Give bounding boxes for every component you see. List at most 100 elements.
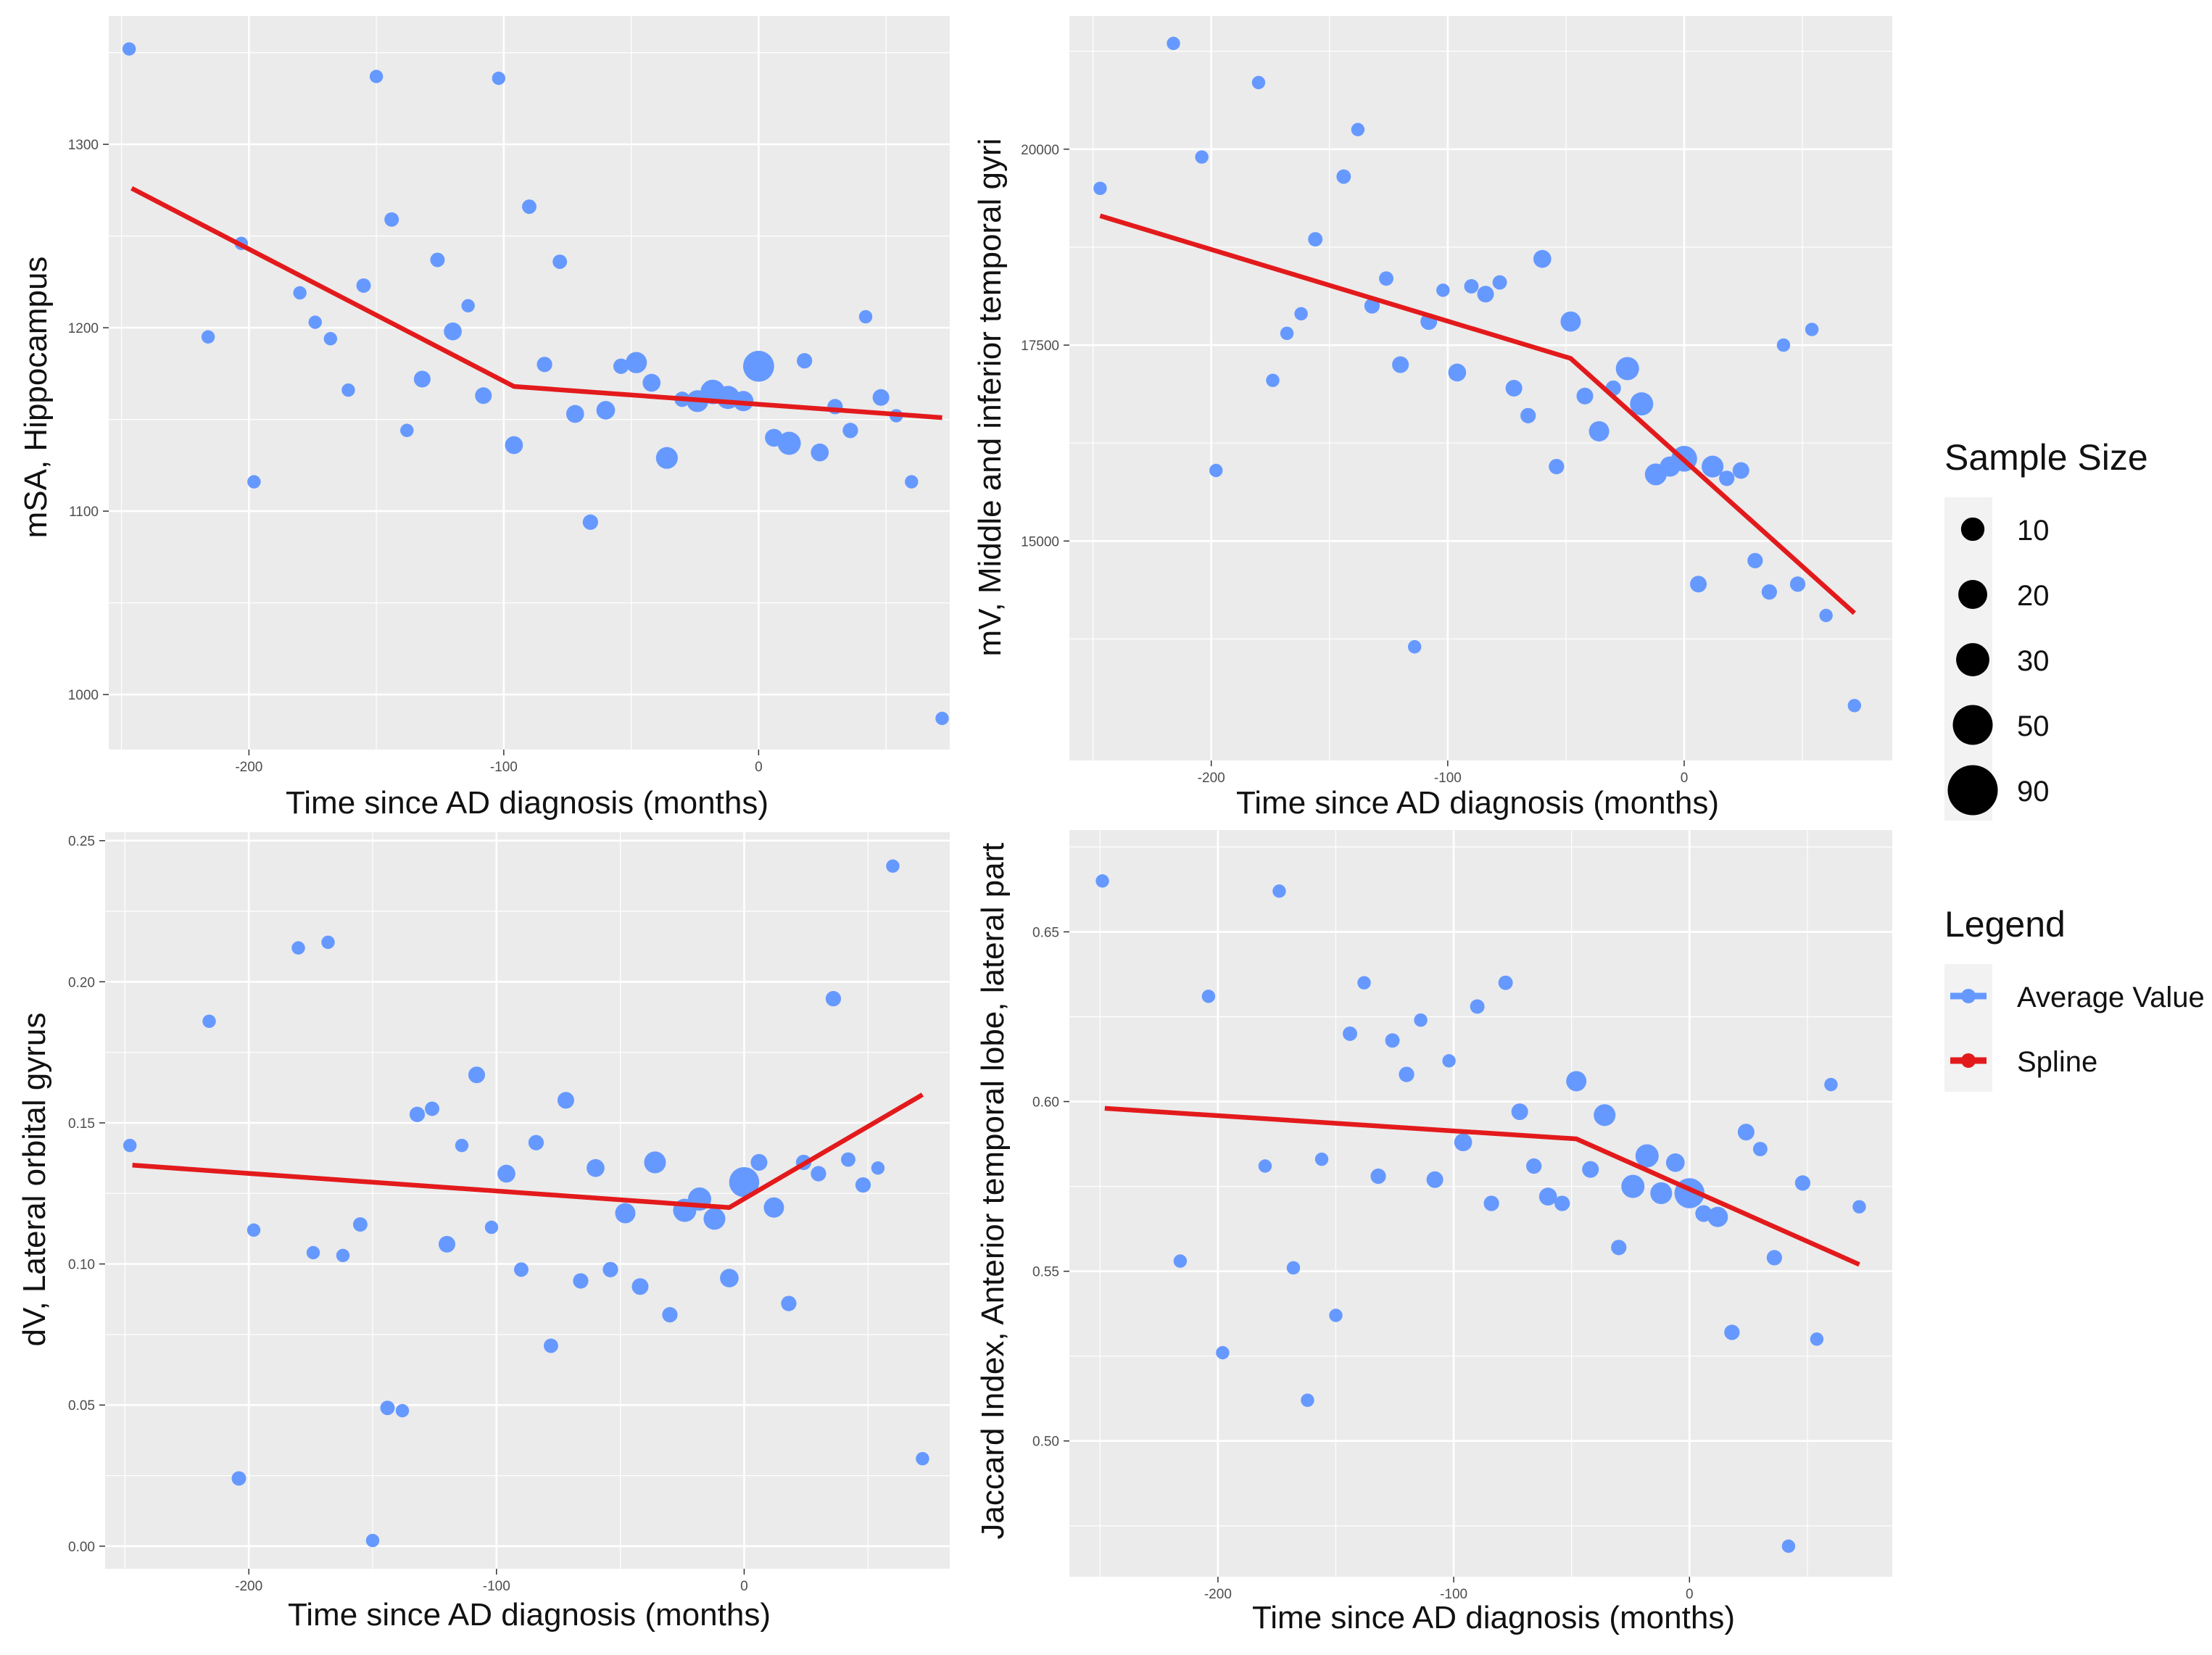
data-point — [587, 1158, 605, 1177]
y-tick-label: 1200 — [68, 321, 99, 336]
spline-line — [1104, 1106, 1860, 1267]
data-point — [729, 1166, 760, 1198]
panel-orbital-gyrus: -200 -100 0 0.00 0.05 0.10 0.15 0.20 0.25 Time si… — [17, 832, 950, 1633]
x-tick-label: -100 — [483, 1579, 510, 1594]
data-point — [1464, 279, 1479, 294]
data-point — [514, 1262, 529, 1277]
data-point — [1752, 1142, 1768, 1157]
data-point — [842, 423, 858, 439]
data-point — [1280, 326, 1294, 341]
data-point — [811, 1166, 827, 1182]
data-point — [122, 42, 136, 56]
y-tick-label: 0.60 — [1032, 1095, 1059, 1111]
data-point — [642, 373, 661, 392]
plot-background — [1069, 16, 1892, 760]
panel-anterior-temporal: -200 -100 0 0.50 0.55 0.60 0.65 Time since AD d… — [975, 830, 1892, 1635]
x-tick-label: -100 — [490, 760, 518, 775]
x-tick-label: 0 — [740, 1579, 748, 1594]
color-legend-title: Legend — [1944, 904, 2066, 945]
data-point — [1407, 640, 1422, 654]
panel-temporal-gyri: -200 -100 0 15000 17500 20000 Time since AD di… — [972, 16, 1892, 821]
data-point — [1690, 576, 1707, 593]
data-point — [1201, 990, 1216, 1003]
y-tick-label: 1300 — [68, 138, 99, 153]
data-point — [1554, 1195, 1570, 1211]
data-point — [413, 370, 431, 388]
data-point — [1426, 1171, 1443, 1188]
data-point — [1436, 283, 1450, 297]
gridlines — [1069, 16, 1892, 760]
data-point — [552, 254, 568, 269]
x-axis-title: Time since AD diagnosis (months) — [1236, 785, 1719, 821]
data-point — [537, 357, 552, 373]
data-point — [797, 353, 813, 369]
data-point — [1370, 1168, 1386, 1185]
x-tick-label: 0 — [755, 760, 763, 775]
data-point — [323, 332, 338, 346]
legend-item-spline: Spline — [1950, 1046, 2097, 1078]
y-tick-label: 0.10 — [68, 1258, 95, 1273]
data-point — [1520, 407, 1536, 423]
data-point — [1805, 323, 1819, 336]
data-point — [308, 315, 322, 329]
y-tick-label: 0.55 — [1032, 1265, 1059, 1280]
data-point — [1336, 169, 1351, 184]
x-tick-label: -200 — [1204, 1587, 1232, 1602]
data-point — [1195, 150, 1209, 164]
x-tick-label: 0 — [1681, 771, 1689, 786]
data-point — [655, 447, 678, 469]
data-point — [1392, 356, 1409, 373]
y-tick-label: 15000 — [1021, 534, 1059, 549]
data-point — [1414, 1013, 1428, 1027]
data-point — [444, 322, 462, 341]
data-point — [1724, 1324, 1740, 1340]
plot-background — [109, 16, 950, 750]
size-key-label: 30 — [2017, 645, 2050, 677]
data-point — [602, 1261, 618, 1277]
data-point — [1209, 463, 1223, 478]
data-point — [1470, 999, 1485, 1014]
data-point — [468, 1066, 485, 1084]
panel-hippocampus: -200 -100 0 1000 1100 1200 1300 Time since AD d… — [18, 16, 950, 821]
data-point — [201, 330, 215, 344]
data-point — [1399, 1066, 1414, 1082]
x-tick-label: -100 — [1434, 771, 1462, 786]
data-point — [840, 1152, 856, 1167]
average-value-points — [1095, 874, 1866, 1554]
data-point — [763, 1197, 784, 1218]
data-point — [1498, 975, 1513, 990]
data-point — [1286, 1261, 1301, 1275]
data-point — [781, 1295, 797, 1311]
spline-key-dot — [1961, 1053, 1976, 1068]
legend-item-average-value: Average Value — [1950, 982, 2205, 1013]
data-point — [1385, 1033, 1400, 1048]
data-point — [703, 1208, 726, 1230]
data-point — [400, 423, 414, 438]
data-point — [631, 1278, 649, 1295]
x-tick-label: -100 — [1440, 1587, 1467, 1602]
size-key-dot — [1960, 517, 1985, 542]
data-point — [1505, 379, 1523, 397]
data-point — [522, 199, 537, 215]
data-point — [1314, 1152, 1329, 1166]
data-point — [1343, 1026, 1357, 1041]
data-point — [613, 358, 629, 374]
data-point — [1351, 123, 1365, 136]
data-point — [1526, 1158, 1542, 1174]
data-point — [811, 443, 829, 462]
data-point — [1095, 874, 1109, 888]
color-legend-key-background — [1944, 964, 1992, 1092]
data-point — [1357, 976, 1371, 990]
y-tick-label: 1100 — [69, 505, 99, 520]
color-legend: Legend Average Value Spline — [1944, 904, 2205, 1092]
data-point — [1810, 1332, 1824, 1346]
data-point — [1719, 470, 1735, 486]
y-axis-title: Jaccard Index, Anterior temporal lobe, l… — [975, 842, 1011, 1539]
data-point — [662, 1307, 678, 1323]
data-point — [858, 310, 873, 324]
data-point — [430, 252, 445, 267]
data-point — [1747, 552, 1763, 568]
data-point — [356, 278, 371, 293]
x-axis-title: Time since AD diagnosis (months) — [1252, 1600, 1735, 1635]
size-key-label: 90 — [2017, 776, 2050, 808]
